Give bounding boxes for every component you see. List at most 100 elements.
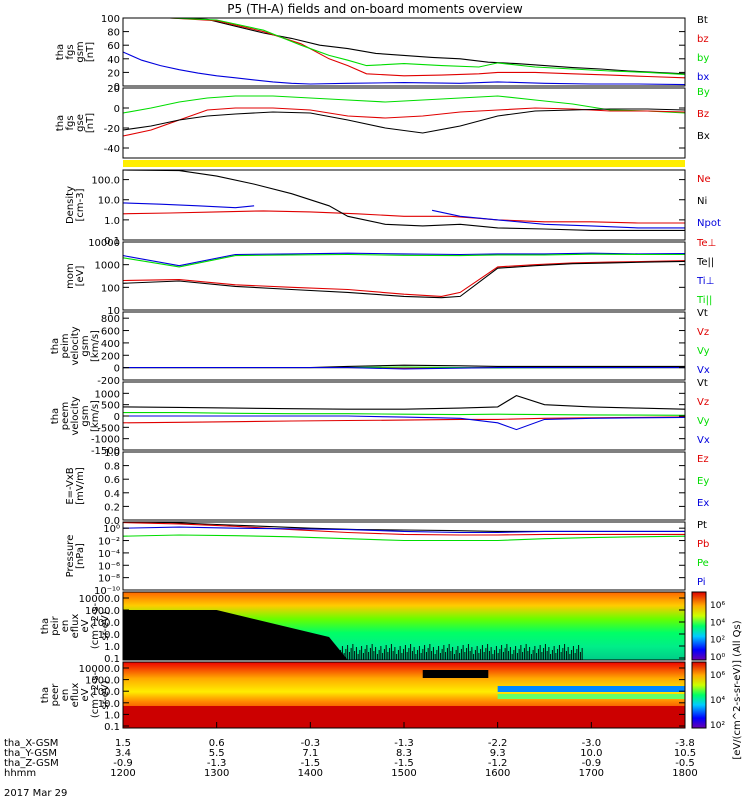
xaxis-value: -3.8	[675, 738, 695, 749]
heatmap-streak	[369, 648, 371, 660]
ytick-label: 10⁰	[103, 524, 120, 535]
ylabel-line: eV	[80, 688, 91, 701]
ytick-label: 100.0	[91, 618, 120, 629]
heatmap-streak	[502, 652, 504, 660]
heatmap-streak	[425, 652, 427, 660]
heatmap-streak	[534, 646, 536, 660]
heatmap-streak	[537, 649, 539, 660]
heatmap-streak	[462, 645, 464, 660]
ytick-label: 10.0	[98, 630, 120, 641]
heatmap-streak	[375, 647, 377, 660]
colorbar-1: 10⁶ 10⁴ 10² 10⁰	[691, 591, 725, 663]
heatmap-streak	[390, 644, 392, 660]
heatmap-streak	[432, 647, 434, 660]
legend-7: Ez Ey Ex	[697, 454, 709, 509]
series-bx	[122, 51, 686, 86]
heatmap-streak	[508, 651, 510, 660]
legend-entry: Ey	[697, 476, 709, 487]
series-Ti	[122, 253, 685, 268]
heatmap-streak	[434, 654, 436, 660]
ytick-label: -200	[97, 376, 120, 387]
ytick-label: 400	[101, 339, 120, 350]
legend-entry: Pt	[697, 520, 707, 531]
ytick-label: 1000	[95, 261, 120, 272]
heatmap-streak	[459, 653, 461, 660]
legend-entry: Bx	[697, 131, 710, 142]
heatmap-gap	[422, 670, 489, 678]
heatmap-streak	[466, 648, 468, 660]
xaxis-value: -3.0	[582, 738, 602, 749]
heatmap-streak	[455, 650, 457, 660]
heatmap-streak	[474, 650, 476, 660]
heatmap-streak	[443, 645, 445, 660]
heatmap-gap	[123, 610, 348, 660]
ytick-label: 0	[114, 412, 120, 423]
heatmap-streak	[499, 649, 501, 660]
heatmap-streak	[415, 654, 417, 660]
xaxis-value: -2.2	[488, 738, 508, 749]
ytick-label: 100	[101, 283, 120, 294]
heatmap-streak	[492, 654, 494, 660]
ytick-label: 10⁻¹⁰	[94, 586, 120, 597]
panel-8: 10⁰ 10⁻²10⁻⁴10⁻⁶ 10⁻⁸10⁻¹⁰ Pressure [nPa]	[65, 521, 686, 597]
heatmap-streak	[562, 648, 564, 660]
ytick-label: 10⁻⁶	[98, 561, 120, 572]
heatmap-streak	[354, 651, 356, 660]
xaxis-value: 5.5	[209, 748, 225, 759]
heatmap-streak	[361, 646, 363, 660]
heatmap-streak	[399, 646, 401, 660]
heatmap-streak	[345, 649, 347, 660]
ytick-label: 0	[114, 364, 120, 375]
ytick-label: 40	[107, 55, 120, 66]
ytick-label: 20	[107, 68, 120, 79]
xaxis-row-label: tha_Y-GSM	[4, 748, 57, 759]
ytick-label: 0	[114, 82, 120, 93]
ytick-label: 0.0	[104, 516, 120, 527]
heatmap-streak	[406, 652, 408, 660]
heatmap-streak	[506, 644, 508, 660]
ylabel-line: eflux	[70, 614, 81, 639]
heatmap-streak	[457, 646, 459, 660]
heatmap-streak	[385, 645, 387, 660]
heatmap-streak	[387, 652, 389, 660]
heatmap-streak	[467, 644, 469, 660]
ytick-label: 0.2	[104, 502, 120, 513]
legend-entry: Ne	[697, 174, 711, 185]
heatmap-streak	[485, 648, 487, 660]
ytick-label: -20	[104, 124, 120, 135]
heatmap-streak	[418, 646, 420, 660]
series-by	[123, 17, 686, 75]
heatmap-streak	[338, 654, 340, 660]
series-Bt	[123, 17, 686, 75]
panel-frame	[122, 87, 686, 159]
heatmap-streak	[446, 648, 448, 660]
series-Pe	[122, 534, 686, 542]
heatmap-streak	[445, 652, 447, 660]
xaxis-value: 9.3	[490, 748, 506, 759]
ylabel-line: [mV/m]	[75, 467, 86, 505]
heatmap-streak	[574, 653, 576, 660]
legend-entry: Vx	[697, 365, 710, 376]
heatmap-streak	[401, 653, 403, 660]
xaxis-row-label: tha_X-GSM	[4, 738, 58, 749]
xaxis-value: -0.9	[113, 758, 133, 769]
heatmap-band-blue	[497, 686, 685, 692]
heatmap-streak	[352, 644, 354, 660]
heatmap-streak	[359, 650, 361, 660]
legend-entry: Te||	[696, 257, 714, 268]
xaxis-value: 10.5	[674, 748, 696, 759]
ylabel-line: tha	[40, 687, 51, 703]
series-Ti	[122, 252, 686, 267]
colorbar-tick: 10⁴	[710, 696, 725, 706]
colorbar-tick: 10²	[710, 636, 725, 646]
ylabel-line: [km/s]	[90, 330, 101, 362]
legend-entry: By	[697, 87, 710, 98]
ytick-label: 1.0	[104, 448, 120, 459]
ytick-label: 10	[107, 306, 120, 317]
series-Ni	[122, 169, 685, 231]
panel-3: 100.0 10.0 1.0 0.1 Density [cm-3]	[65, 169, 686, 247]
heatmap-streak	[480, 649, 482, 660]
panel-4: 10000 1000 100 10 mom [eV]	[65, 238, 686, 317]
ytick-label: 0.4	[104, 489, 120, 500]
